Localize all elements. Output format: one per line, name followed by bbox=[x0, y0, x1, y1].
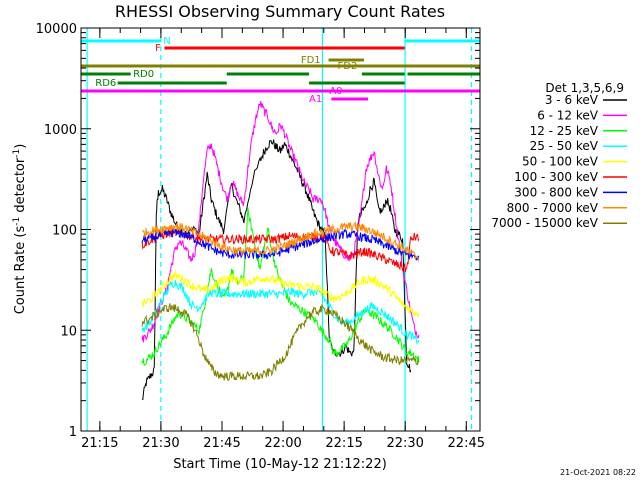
series-line-7 bbox=[142, 220, 420, 262]
y-label-exp1: -1 bbox=[12, 217, 22, 226]
flag-labels: NF FD1 FD2 RD0 RD6 A0 A1 bbox=[95, 36, 357, 105]
x-tick-label: 22:15 bbox=[325, 436, 362, 451]
y-axis-label: Count Rate (s-1 detector-1) bbox=[12, 144, 28, 315]
series-line-3 bbox=[141, 280, 420, 346]
legend-label-2: 12 - 25 keV bbox=[530, 124, 599, 138]
y-label-mid: detector bbox=[13, 157, 28, 217]
legend-label-8: 7000 - 15000 keV bbox=[491, 216, 598, 230]
x-axis-label: Start Time (10-May-12 21:12:22) bbox=[173, 457, 387, 472]
flag-label-fd2: FD2 bbox=[338, 61, 358, 72]
y-tick-label: 10 bbox=[60, 324, 77, 339]
y-label-main: Count Rate (s bbox=[13, 226, 28, 315]
x-tick-label: 22:45 bbox=[448, 436, 485, 451]
chart-title: RHESSI Observing Summary Count Rates bbox=[115, 2, 445, 21]
x-tick-label: 21:45 bbox=[203, 436, 240, 451]
flag-label-rd6: RD6 bbox=[95, 78, 116, 89]
legend-label-1: 6 - 12 keV bbox=[537, 108, 599, 122]
series-line-4 bbox=[141, 269, 420, 318]
x-tick-label: 22:00 bbox=[264, 436, 301, 451]
x-tick-label: 21:15 bbox=[81, 436, 118, 451]
flag-label-a0: A0 bbox=[329, 86, 342, 97]
y-axis: 1 10 100 1000 10000 bbox=[36, 22, 480, 440]
legend-label-0: 3 - 6 keV bbox=[545, 93, 599, 107]
y-tick-label: 10000 bbox=[36, 22, 77, 37]
series-line-8 bbox=[141, 303, 420, 381]
flag-label-a1: A1 bbox=[309, 94, 322, 105]
vertical-markers bbox=[86, 28, 473, 431]
y-tick-label: 1 bbox=[69, 425, 77, 440]
legend-title: Det 1,3,5,6,9 bbox=[545, 81, 624, 95]
legend-label-5: 100 - 300 keV bbox=[514, 170, 598, 184]
x-tick-label: 21:30 bbox=[142, 436, 179, 451]
series-line-1 bbox=[141, 101, 420, 343]
flag-label-fd1: FD1 bbox=[301, 55, 321, 66]
legend-label-4: 50 - 100 keV bbox=[522, 155, 599, 169]
x-tick-label: 22:30 bbox=[386, 436, 423, 451]
flag-bars bbox=[81, 39, 480, 101]
flag-label-rd0: RD0 bbox=[133, 69, 154, 80]
y-label-end: ) bbox=[13, 144, 28, 149]
flag-label-f: F bbox=[155, 43, 161, 54]
series-lines bbox=[141, 101, 420, 401]
plot-frame bbox=[80, 27, 481, 432]
flag-label-n: N bbox=[163, 36, 170, 47]
y-label-exp2: -1 bbox=[12, 149, 22, 158]
y-tick-label: 1000 bbox=[44, 123, 77, 138]
legend-label-3: 25 - 50 keV bbox=[530, 139, 599, 153]
y-tick-label: 100 bbox=[52, 224, 77, 239]
legend-label-7: 800 - 7000 keV bbox=[507, 201, 599, 215]
legend-label-6: 300 - 800 keV bbox=[514, 185, 598, 199]
footer-date: 21-Oct-2021 08:22 bbox=[560, 468, 636, 477]
x-axis: 21:15 21:30 21:45 22:00 22:15 22:30 22:45 bbox=[81, 28, 485, 451]
